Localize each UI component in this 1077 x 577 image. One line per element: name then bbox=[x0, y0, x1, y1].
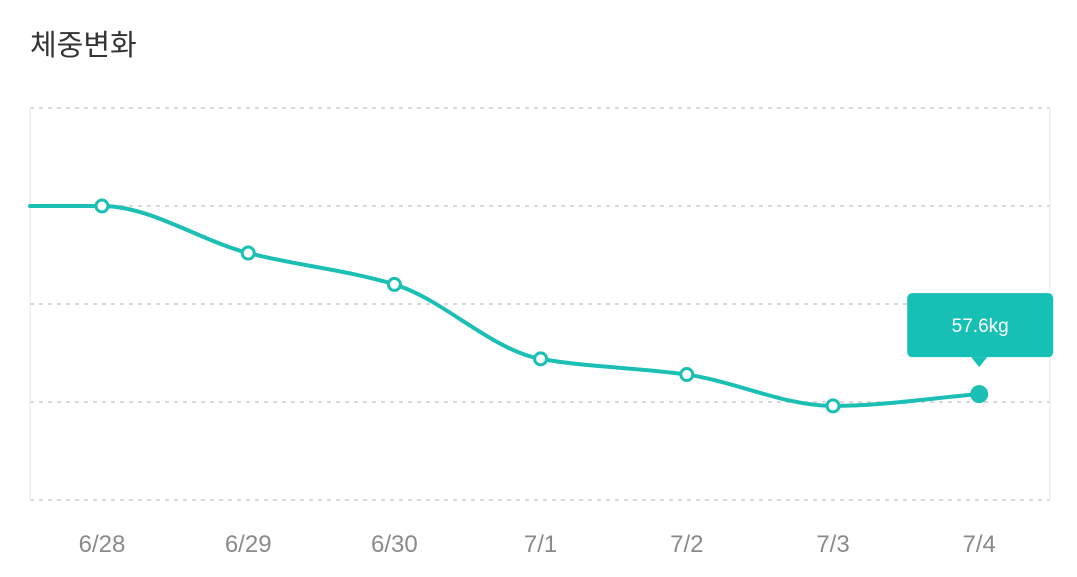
x-tick-label: 7/4 bbox=[963, 531, 996, 558]
data-point[interactable] bbox=[240, 245, 256, 261]
data-points bbox=[94, 198, 989, 414]
x-axis-ticks: 6/28 6/29 6/30 7/1 7/2 7/3 7/4 bbox=[79, 531, 996, 558]
tooltip-value-label: 57.6kg bbox=[952, 316, 1009, 337]
series-line bbox=[28, 204, 982, 408]
grid-lines bbox=[29, 107, 1051, 501]
data-point[interactable] bbox=[386, 276, 402, 292]
x-tick-label: 6/29 bbox=[225, 531, 272, 558]
weight-series-line bbox=[28, 204, 982, 408]
data-point[interactable] bbox=[533, 351, 549, 367]
data-point-selected[interactable] bbox=[970, 385, 989, 404]
chart-title: 체중변화 bbox=[30, 28, 137, 62]
data-point[interactable] bbox=[679, 367, 695, 383]
x-tick-label: 7/1 bbox=[524, 531, 557, 558]
data-point[interactable] bbox=[825, 398, 841, 414]
tooltip-pointer bbox=[971, 357, 988, 368]
x-tick-label: 6/28 bbox=[79, 531, 126, 558]
tooltip-box bbox=[907, 293, 1054, 358]
x-tick-label: 7/3 bbox=[816, 531, 849, 558]
x-tick-label: 7/2 bbox=[670, 531, 703, 558]
value-tooltip: 57.6kg bbox=[907, 293, 1054, 368]
x-tick-label: 6/30 bbox=[371, 531, 418, 558]
data-point[interactable] bbox=[94, 198, 110, 214]
